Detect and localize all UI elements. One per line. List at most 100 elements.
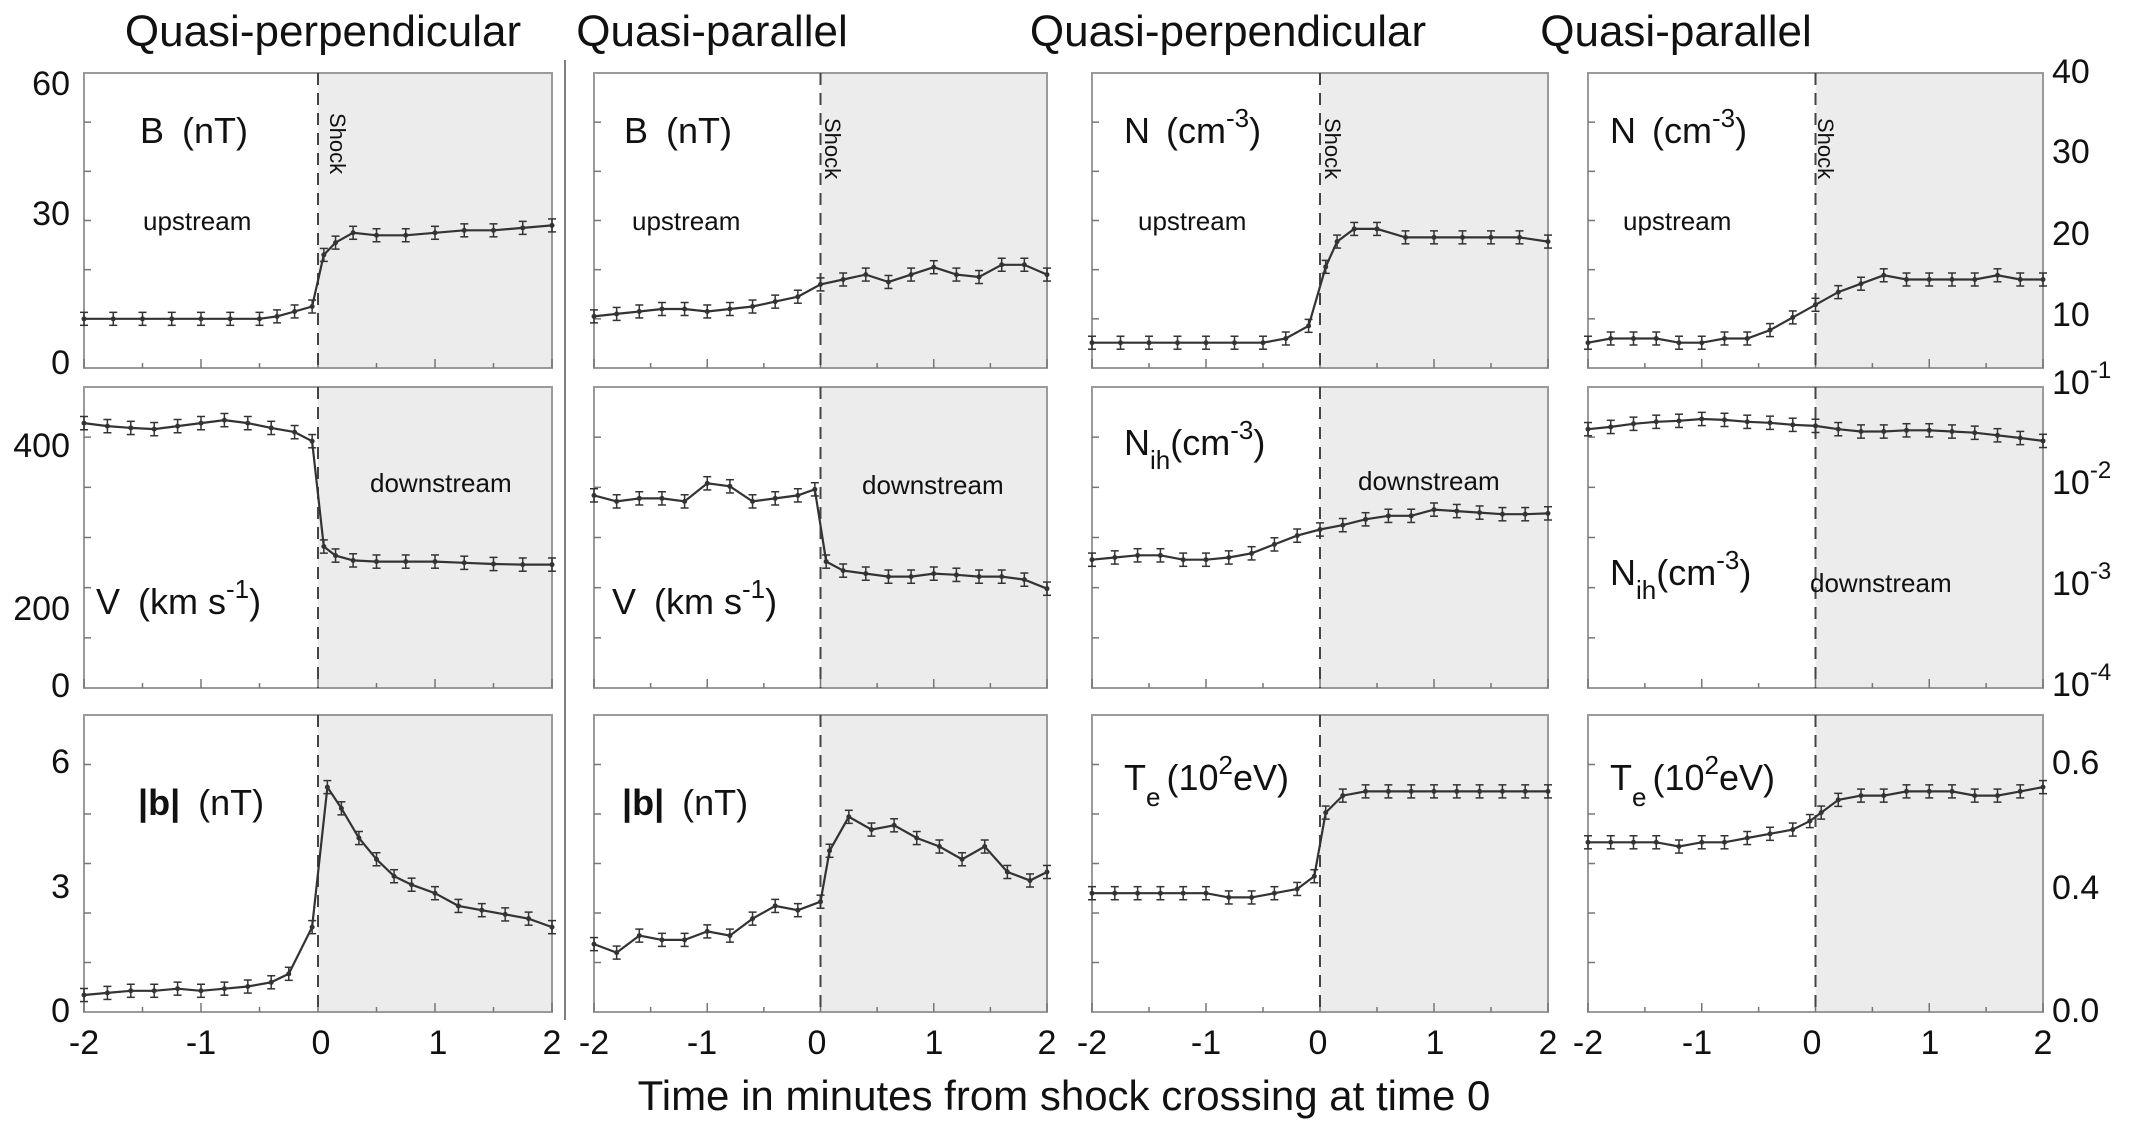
downstream-shade (1815, 715, 2043, 1012)
right-tick-r1-20: 20 (2052, 215, 2090, 253)
data-point (936, 844, 942, 850)
data-point (1790, 314, 1796, 320)
data-point (1089, 340, 1095, 346)
data-point (1608, 839, 1614, 845)
data-point (1363, 516, 1369, 522)
downstream-shade (318, 387, 552, 688)
data-point (1995, 272, 2000, 278)
data-point (659, 306, 665, 312)
data-point (772, 495, 778, 501)
data-point (591, 313, 597, 319)
data-point (931, 264, 937, 270)
data-point (682, 498, 688, 504)
data-point (863, 571, 869, 577)
data-point (614, 498, 620, 504)
x-tick: 2 (2034, 1024, 2053, 1062)
panels-group (80, 60, 2047, 1020)
data-point (891, 822, 897, 828)
data-point (461, 560, 467, 566)
data-point (1488, 234, 1494, 240)
data-point (1858, 793, 1864, 799)
data-point (1545, 788, 1551, 794)
data-point (1323, 810, 1329, 816)
data-point (1044, 586, 1050, 592)
data-point (1744, 835, 1750, 841)
data-point (1135, 552, 1141, 558)
data-point (1112, 890, 1118, 896)
data-point (1881, 272, 1887, 278)
data-point (1317, 526, 1323, 532)
x-tick: 0 (312, 1024, 331, 1062)
label-V-col1: V (km s-1) (96, 574, 261, 622)
data-point (2017, 435, 2023, 441)
data-point (1454, 508, 1460, 514)
data-point (403, 232, 409, 238)
data-point (292, 308, 298, 314)
data-point (1631, 336, 1636, 341)
data-point (1972, 430, 1978, 436)
data-point (772, 299, 778, 305)
data-point (1226, 554, 1232, 560)
upstream-label-col3: upstream (1138, 206, 1246, 236)
data-point (227, 316, 233, 322)
data-point (526, 916, 532, 922)
data-point (1180, 557, 1186, 563)
data-point (982, 844, 988, 850)
downstream-shade (318, 73, 552, 368)
left-tick-r3-0: 0 (51, 992, 70, 1030)
data-point (268, 425, 274, 431)
data-point (1926, 427, 1932, 433)
data-point (432, 890, 438, 896)
right-tick-r3-0.0: 0.0 (2052, 992, 2099, 1030)
x-tick: 2 (543, 1024, 562, 1062)
label-B-col2: B (nT) (624, 110, 732, 151)
data-point (356, 835, 362, 841)
data-point (868, 827, 874, 833)
x-ticks-col3: -2 -1 0 1 2 (1077, 1024, 1558, 1062)
label-B-col1: B (nT) (140, 110, 248, 151)
data-point (169, 316, 175, 322)
data-point (1835, 426, 1841, 432)
data-point (818, 899, 823, 905)
data-point (151, 426, 157, 432)
label-b-col2: |b| (nT) (622, 782, 748, 824)
column-title-2: Quasi-parallel (576, 7, 847, 56)
data-point (1676, 340, 1682, 346)
downstream-shade (318, 715, 552, 1012)
x-tick: -1 (1191, 1024, 1221, 1062)
data-point (1351, 226, 1357, 232)
series-line (1092, 790, 1548, 899)
data-point (885, 574, 891, 580)
left-tick-r2-0: 0 (51, 667, 70, 705)
data-point (1949, 429, 1955, 435)
data-point (391, 873, 397, 879)
data-point (1653, 839, 1659, 845)
right-tick-r3-0.6: 0.6 (2052, 744, 2099, 782)
label-Te-col3: Te (102eV) (1124, 750, 1289, 812)
downstream-label-col3: downstream (1358, 466, 1500, 496)
right-tick-r1-40: 40 (2052, 53, 2090, 91)
x-tick: -2 (1077, 1024, 1107, 1062)
data-point (479, 907, 485, 913)
data-point (1949, 277, 1955, 282)
data-point (1157, 890, 1163, 896)
right-tick-r2-1e-3: 10-3 (2052, 558, 2111, 603)
data-point (549, 562, 555, 568)
data-point (110, 316, 116, 322)
data-point (999, 574, 1005, 580)
column-title-4: Quasi-parallel (1540, 7, 1811, 56)
series-line (593, 482, 1048, 590)
data-point (999, 262, 1005, 268)
data-point (1157, 552, 1163, 558)
downstream-shade (820, 73, 1047, 368)
downstream-label-col2: downstream (862, 470, 1004, 500)
data-point (2040, 784, 2046, 790)
data-point (1522, 511, 1528, 517)
data-point (151, 988, 157, 994)
data-point (520, 562, 526, 568)
data-point (1403, 234, 1408, 240)
data-point (81, 420, 87, 426)
left-tick-r1-30: 30 (32, 195, 70, 233)
data-point (1460, 234, 1465, 240)
